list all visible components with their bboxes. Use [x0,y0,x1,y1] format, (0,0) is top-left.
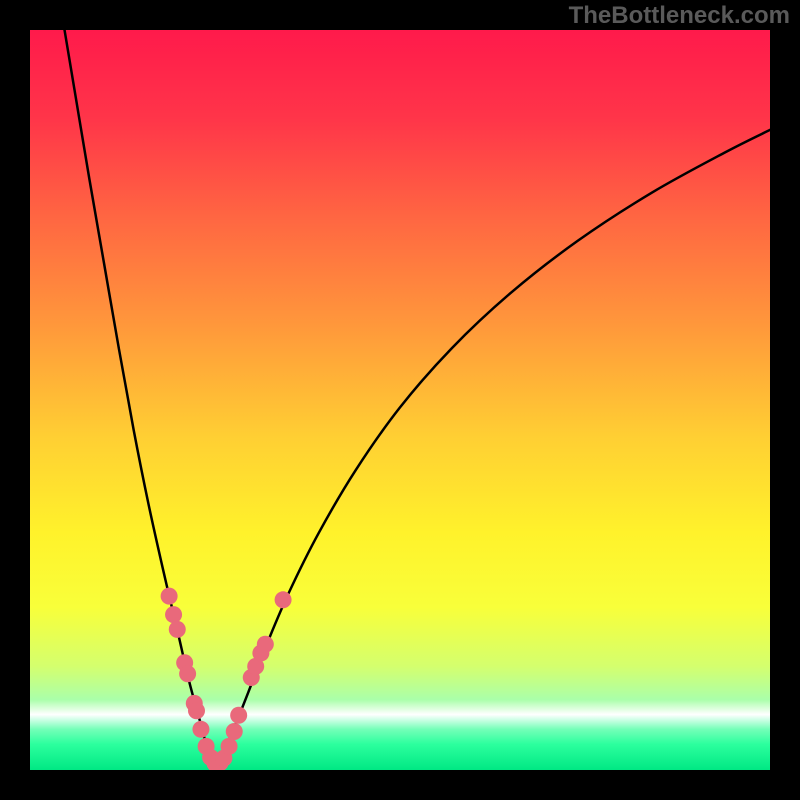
gradient-background [30,30,770,770]
data-point [192,721,209,738]
data-point [226,723,243,740]
data-point [275,591,292,608]
data-point [179,665,196,682]
plot-area [30,30,770,770]
bottleneck-chart [30,30,770,770]
data-point [257,636,274,653]
data-point [230,707,247,724]
watermark-text: TheBottleneck.com [569,2,790,30]
data-point [169,621,186,638]
data-point [165,606,182,623]
data-point [188,702,205,719]
chart-frame: TheBottleneck.com [0,0,800,800]
data-point [221,738,238,755]
data-point [161,588,178,605]
